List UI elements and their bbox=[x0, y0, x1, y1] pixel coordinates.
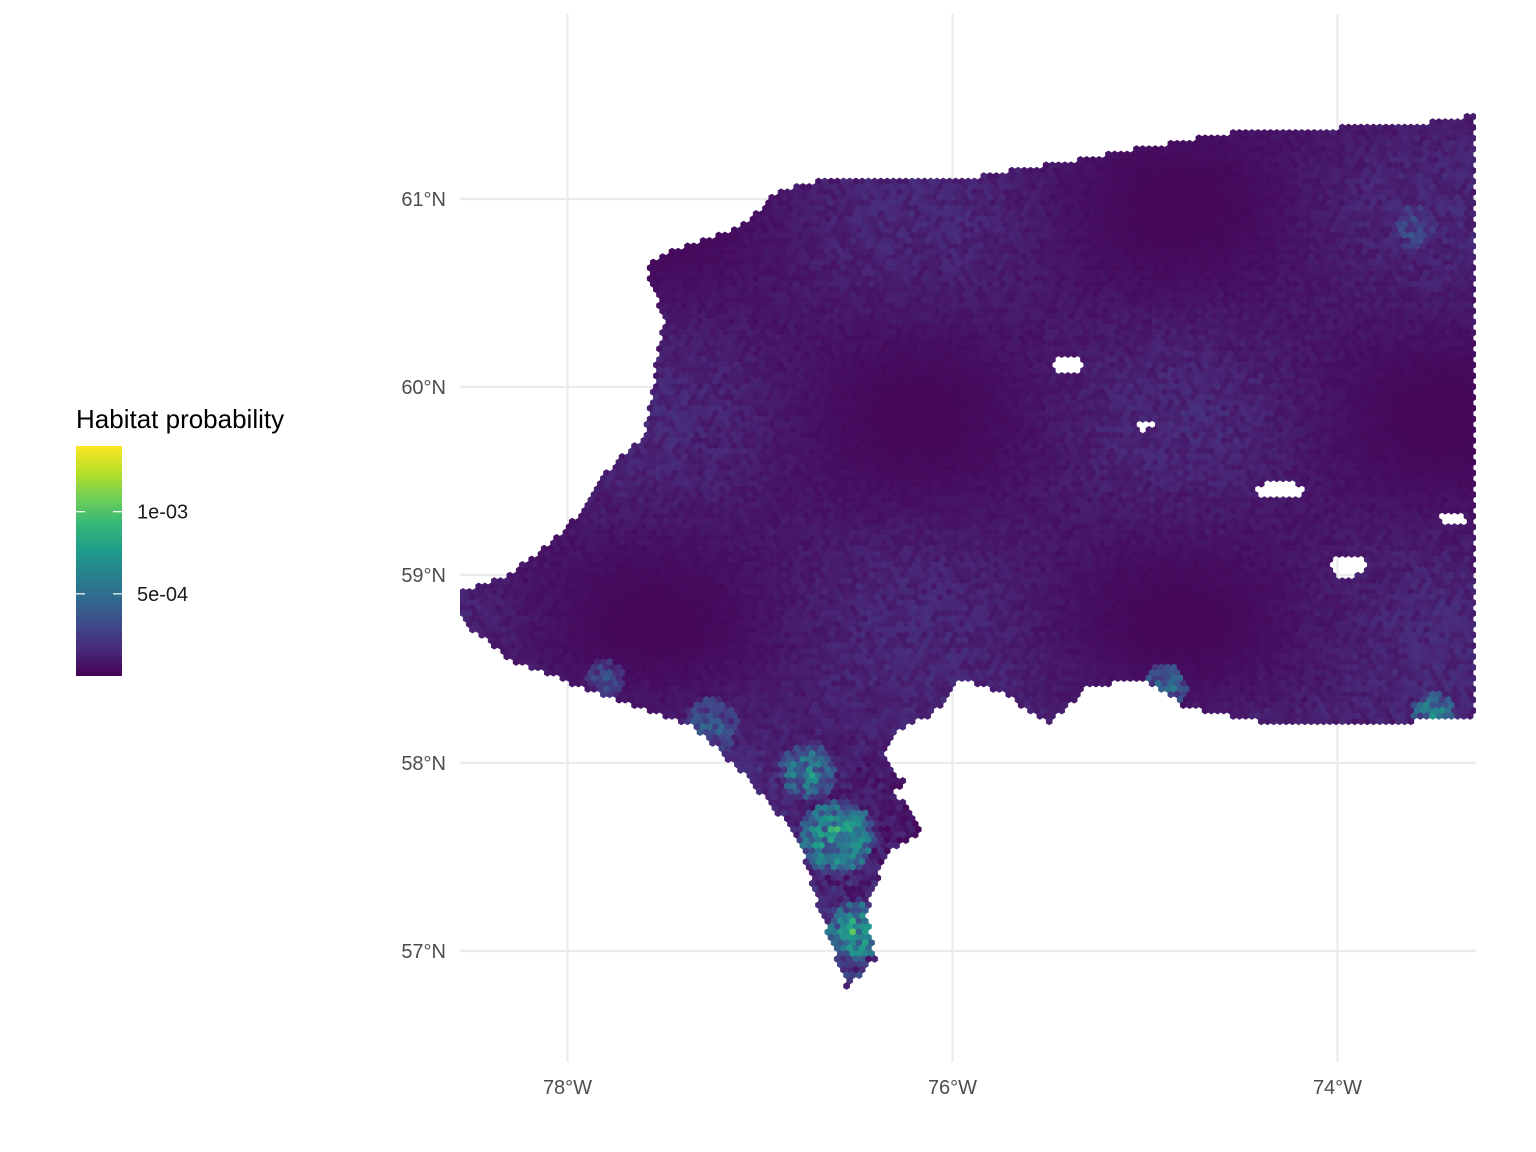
hexbin-layer bbox=[460, 112, 1476, 990]
hex-cell bbox=[1070, 350, 1078, 359]
hex-cell bbox=[1064, 350, 1072, 359]
hex-cell bbox=[1058, 350, 1066, 359]
